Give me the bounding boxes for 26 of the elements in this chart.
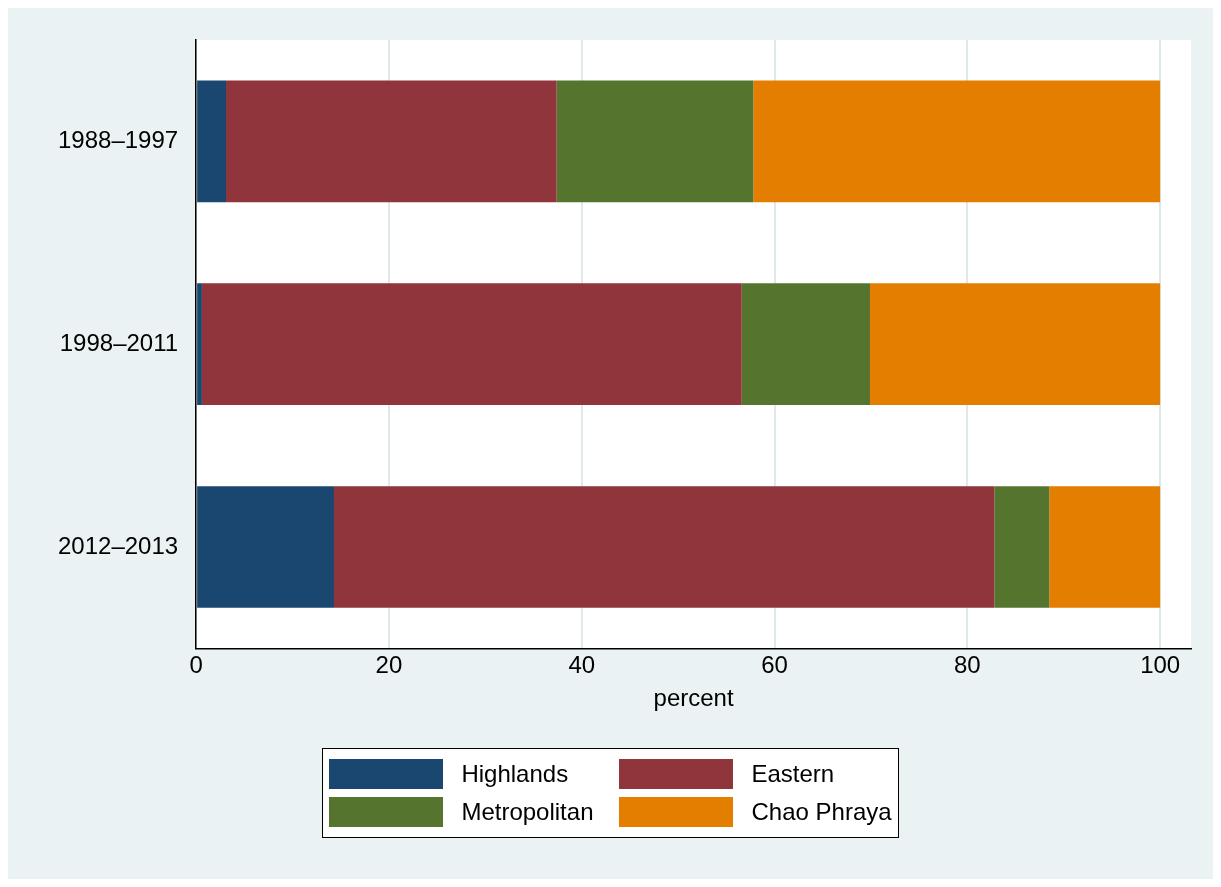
x-axis-title: percent xyxy=(653,684,734,712)
bar xyxy=(333,486,995,608)
bar xyxy=(197,486,334,608)
y-tick-label: 1998–2011 xyxy=(59,328,179,356)
x-tick-label: 80 xyxy=(954,651,981,679)
bar xyxy=(201,283,742,406)
x-tick-label: 100 xyxy=(1140,651,1181,679)
legend-label: Eastern xyxy=(751,760,835,788)
x-tick-label: 40 xyxy=(568,651,596,679)
bar xyxy=(197,80,227,203)
bar xyxy=(556,80,754,203)
legend-label: Chao Phraya xyxy=(751,798,892,826)
bar xyxy=(869,283,1161,406)
x-tick-label: 0 xyxy=(189,651,203,679)
bar xyxy=(994,486,1050,608)
legend-label: Highlands xyxy=(461,760,569,788)
bar xyxy=(1049,486,1161,608)
x-tick-label: 20 xyxy=(375,651,403,679)
legend-label: Metropolitan xyxy=(461,798,594,826)
x-tick-label: 60 xyxy=(761,651,788,679)
bar xyxy=(226,80,557,203)
y-tick-label: 2012–2013 xyxy=(57,531,179,559)
y-tick-label: 1988–1997 xyxy=(57,126,179,154)
bar xyxy=(197,283,202,406)
bar xyxy=(741,283,870,406)
bar xyxy=(753,80,1161,203)
